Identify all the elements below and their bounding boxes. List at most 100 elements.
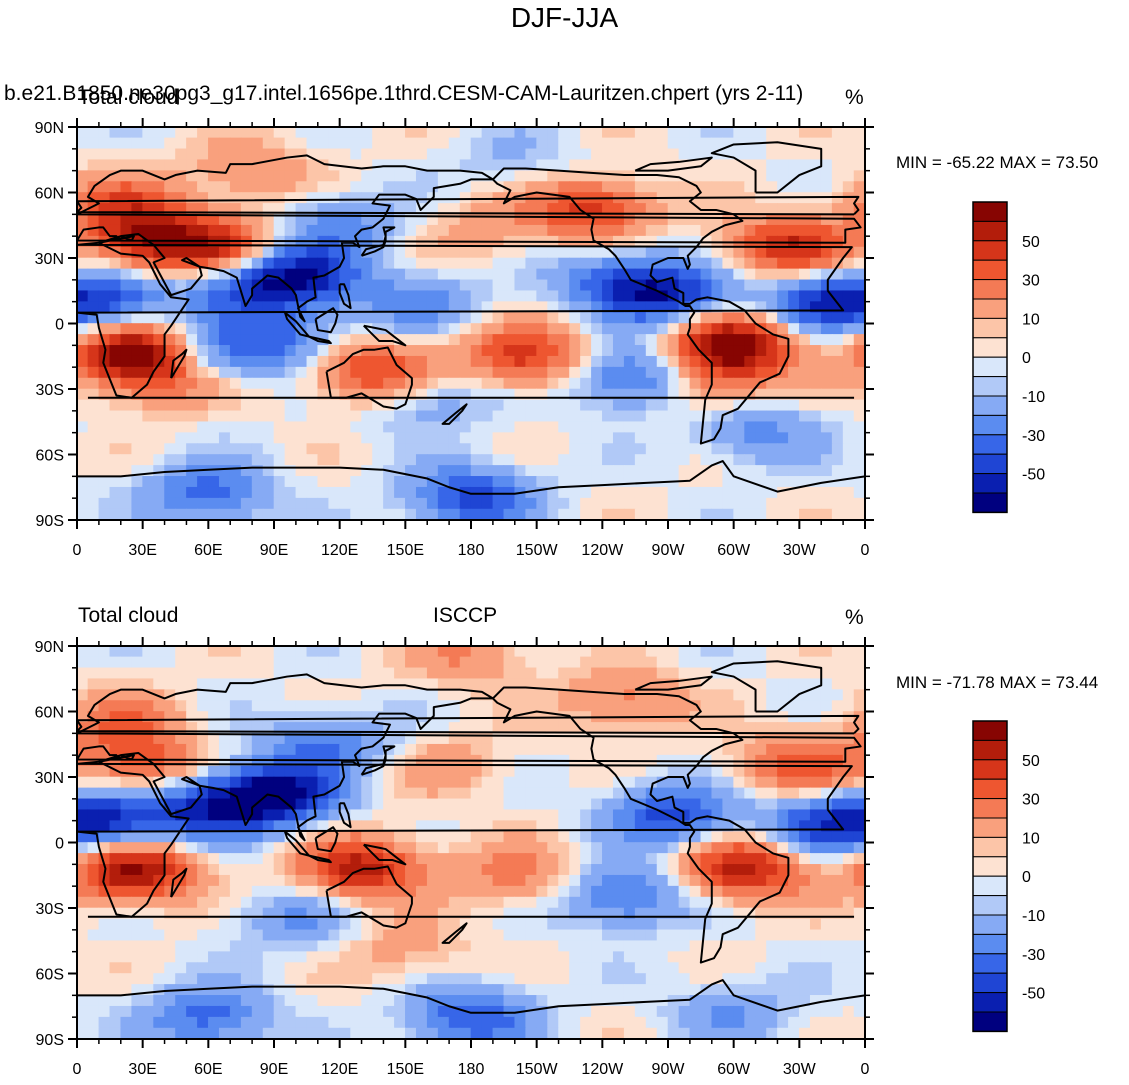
heatmap-cell [306, 820, 319, 832]
heatmap-cell [481, 722, 494, 734]
heatmap-cell [777, 733, 789, 745]
heatmap-cell [262, 137, 275, 150]
heatmap-cell [77, 486, 89, 499]
heatmap-cell [470, 214, 483, 226]
heatmap-cell [448, 148, 461, 161]
heatmap-cell [667, 776, 680, 789]
heatmap-cell [164, 323, 176, 335]
heatmap-cell [164, 722, 176, 734]
heatmap-cell [87, 733, 100, 745]
heatmap-cell [766, 410, 778, 423]
heatmap-cell [634, 246, 647, 259]
heatmap-cell [777, 345, 789, 357]
y-tick-label: 60S [36, 448, 64, 465]
heatmap-cell [525, 973, 537, 985]
heatmap-cell [437, 929, 450, 942]
heatmap-cell [503, 159, 516, 171]
heatmap-cell [459, 214, 472, 226]
heatmap-cell [678, 203, 691, 215]
heatmap-cell [142, 700, 154, 712]
heatmap-cell [722, 214, 734, 226]
heatmap-cell [667, 345, 680, 357]
heatmap-cell [197, 127, 209, 139]
heatmap-cell [492, 951, 505, 963]
heatmap-cell [317, 907, 330, 920]
heatmap-cell [87, 148, 100, 161]
heatmap-cell [547, 787, 559, 800]
heatmap-cell [558, 497, 570, 510]
heatmap-cell [87, 214, 100, 226]
heatmap-cell [612, 410, 625, 423]
heatmap-cell [120, 929, 133, 942]
heatmap-cell [383, 842, 395, 854]
heatmap-cell [722, 334, 734, 346]
heatmap-cell [164, 421, 176, 433]
heatmap-cell [700, 962, 713, 974]
heatmap-cell [175, 476, 187, 488]
heatmap-cell [153, 689, 165, 701]
heatmap-cell [77, 667, 89, 680]
heatmap-cell [514, 465, 527, 477]
heatmap-cell [98, 268, 111, 281]
heatmap-cell [591, 940, 603, 952]
heatmap-cell [437, 907, 450, 920]
heatmap-cell [372, 192, 384, 204]
heatmap-cell [799, 809, 811, 821]
heatmap-cell [481, 203, 494, 215]
heatmap-cell [689, 486, 702, 499]
heatmap-cell [251, 137, 264, 150]
heatmap-cell [109, 733, 122, 745]
heatmap-cell [208, 268, 220, 281]
heatmap-cell [175, 885, 187, 898]
heatmap-cell [558, 312, 570, 324]
heatmap-cell [536, 334, 548, 346]
heatmap-cell [317, 700, 330, 712]
heatmap-cell [470, 831, 483, 843]
heatmap-cell [77, 421, 89, 433]
heatmap-cell [481, 798, 494, 811]
heatmap-cell [208, 301, 220, 313]
heatmap-cell [711, 929, 724, 942]
heatmap-cell [700, 929, 713, 942]
heatmap-cell [602, 301, 614, 313]
heatmap-cell [503, 345, 516, 357]
heatmap-cell [744, 486, 756, 499]
heatmap-cell [536, 656, 548, 669]
heatmap-cell [383, 765, 395, 778]
heatmap-cell [700, 224, 713, 237]
heatmap-cell [361, 743, 373, 756]
heatmap-cell [251, 722, 264, 734]
heatmap-cell [372, 962, 384, 974]
heatmap-cell [536, 918, 548, 931]
heatmap-cell [799, 962, 811, 974]
heatmap-cell [131, 203, 143, 215]
heatmap-cell [612, 733, 625, 745]
heatmap-cell [612, 443, 625, 455]
heatmap-cell [656, 257, 669, 270]
heatmap-cell [208, 246, 220, 259]
heatmap-cell [77, 159, 89, 171]
heatmap-cell [131, 486, 143, 499]
heatmap-cell [492, 896, 505, 909]
heatmap-cell [755, 432, 767, 444]
heatmap-cell [503, 224, 516, 237]
heatmap-cell [809, 831, 822, 843]
heatmap-cell [295, 432, 308, 444]
heatmap-cell [87, 973, 100, 985]
heatmap-cell [777, 159, 789, 171]
heatmap-cell [580, 951, 592, 963]
heatmap-cell [361, 181, 373, 193]
heatmap-cell [842, 301, 855, 313]
heatmap-cell [426, 951, 439, 963]
heatmap-cell [678, 896, 691, 909]
heatmap-cell [777, 268, 789, 281]
heatmap-cell [229, 399, 242, 412]
heatmap-cell [262, 497, 275, 510]
heatmap-cell [394, 776, 406, 789]
heatmap-cell [284, 874, 297, 887]
heatmap-cell [306, 137, 319, 150]
heatmap-cell [788, 798, 800, 811]
heatmap-cell [284, 355, 297, 368]
heatmap-cell [558, 334, 570, 346]
heatmap-cell [842, 951, 855, 963]
